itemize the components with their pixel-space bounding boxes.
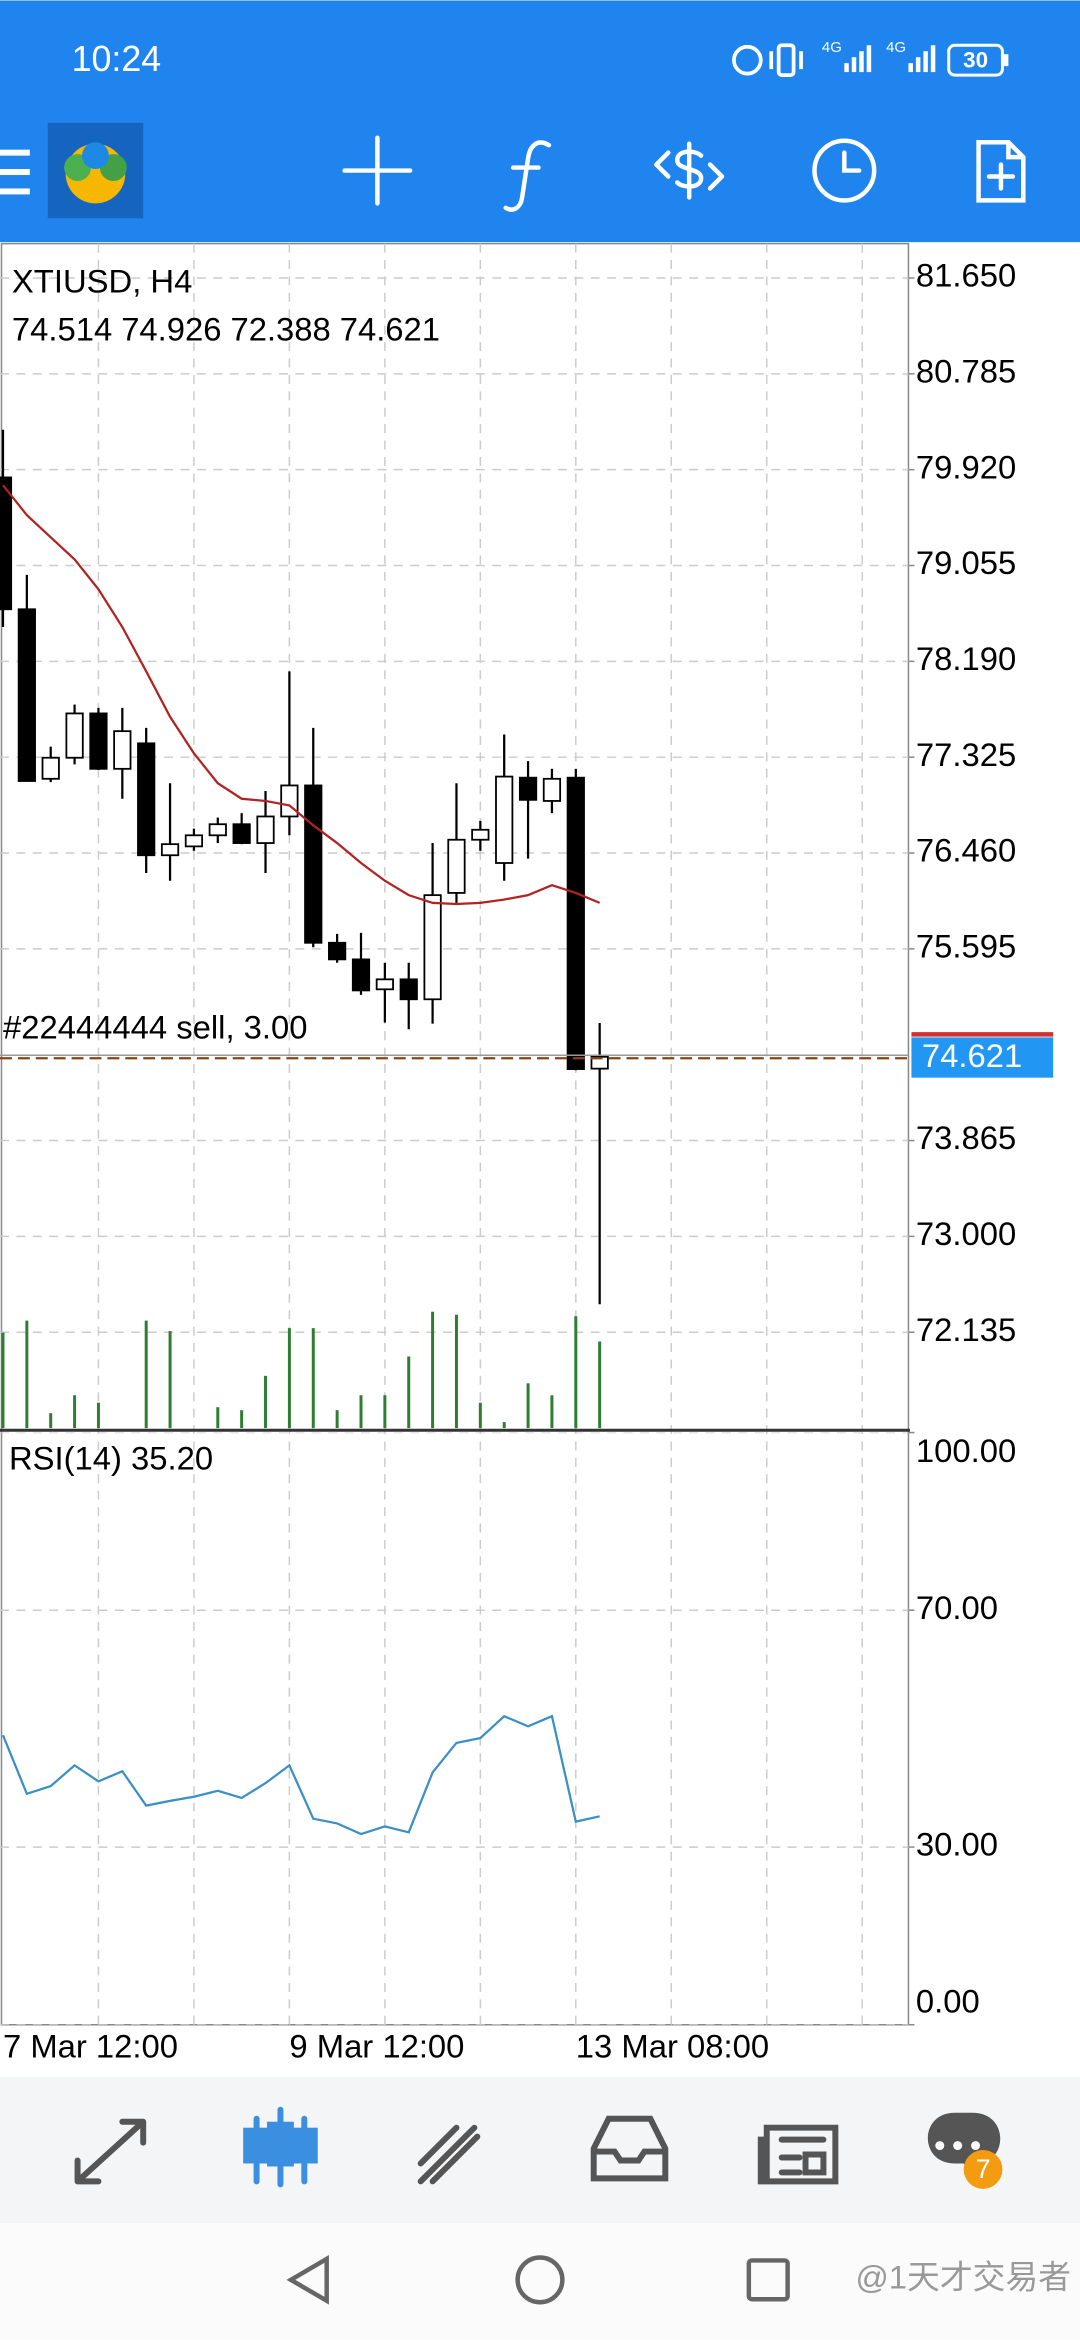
price-panel <box>0 277 909 1429</box>
rsi-title: RSI(14) 35.20 <box>9 1440 213 1477</box>
crosshair-button[interactable] <box>342 135 413 206</box>
candle-body <box>423 894 442 1001</box>
indicators-button[interactable] <box>503 140 552 212</box>
candle-body <box>65 712 84 759</box>
moving-average <box>2 484 601 906</box>
low-readout: 72.388 <box>230 310 330 347</box>
candle-body <box>0 476 13 611</box>
candle-body <box>304 784 323 944</box>
candle-body <box>375 978 394 991</box>
messages-tab[interactable] <box>927 2112 1003 2189</box>
trade-button[interactable] <box>654 141 725 200</box>
x-tick-label: 13 Mar 08:00 <box>576 2027 769 2064</box>
candle-body <box>518 776 538 801</box>
network-label: 4G <box>886 40 906 56</box>
y-tick-label: 30.00 <box>916 1826 998 1863</box>
x-tick-label: 9 Mar 12:00 <box>289 2027 464 2064</box>
rsi-panel <box>0 1432 909 2025</box>
candle-body <box>137 742 156 857</box>
y-tick-label: 100.00 <box>916 1432 1016 1469</box>
home-button[interactable] <box>515 2255 565 2305</box>
order-label: #22444444 sell, 3.00 <box>3 1009 308 1046</box>
trade-tab[interactable] <box>417 2124 481 2185</box>
price-label: 74.621 <box>922 1037 1022 1074</box>
battery-tip <box>1003 54 1009 67</box>
y-tick-label: 79.055 <box>916 544 1016 581</box>
y-tick-label: 72.135 <box>916 1311 1016 1348</box>
candle-body <box>41 756 60 780</box>
candle-body <box>113 730 132 770</box>
app-bar <box>0 0 1080 243</box>
candle-body <box>232 823 251 844</box>
candle-body <box>566 776 585 1070</box>
menu-button[interactable] <box>0 149 30 195</box>
y-tick-label: 75.595 <box>916 928 1016 965</box>
candle-body <box>17 608 36 782</box>
open-readout: 74.514 <box>12 310 112 347</box>
candle-body <box>256 815 275 844</box>
network-label: 4G <box>822 40 842 56</box>
candle-body <box>184 834 204 848</box>
y-tick-label: 76.460 <box>916 832 1016 869</box>
battery-level: 30 <box>963 48 988 73</box>
candle-body <box>471 828 490 841</box>
unread-badge: 7 <box>976 2154 991 2184</box>
y-tick-label: 77.325 <box>916 736 1016 773</box>
quotes-tab[interactable] <box>74 2118 147 2185</box>
chart-tab[interactable] <box>243 2106 318 2188</box>
high-readout: 74.926 <box>121 310 221 347</box>
y-tick-label: 73.000 <box>916 1215 1016 1252</box>
app-logo[interactable] <box>47 122 144 219</box>
ohlc-readout: 74.514 74.926 72.388 74.621 <box>12 310 440 347</box>
axes: 81.650 80.785 79.920 79.055 78.190 77.325 76.4… <box>908 257 1054 2026</box>
candle-body <box>160 843 180 857</box>
symbol-title: XTIUSD, H4 <box>12 263 192 300</box>
signal-bars <box>844 45 936 73</box>
bottom-nav <box>0 2076 1080 2224</box>
x-tick-label: 7 Mar 12:00 <box>3 2027 178 2064</box>
candle-body <box>495 775 514 864</box>
y-tick-label: 79.920 <box>916 448 1016 485</box>
vertical-grid <box>97 243 863 2025</box>
candle-body <box>590 1055 609 1070</box>
history-tab[interactable] <box>590 2115 669 2182</box>
candle-body <box>351 958 371 992</box>
recents-button[interactable] <box>746 2258 790 2302</box>
close-readout: 74.621 <box>340 310 440 347</box>
candle-body <box>447 838 466 894</box>
candle-body <box>280 784 299 818</box>
chart-frame <box>0 242 910 2026</box>
period-button[interactable] <box>812 138 877 203</box>
watermark: @1天才交易者 <box>856 2259 1072 2296</box>
y-tick-label: 73.865 <box>916 1119 1016 1156</box>
new-order-button[interactable] <box>976 139 1026 203</box>
rsi-line <box>1 1714 600 1836</box>
battery <box>947 43 1004 77</box>
system-nav <box>0 2223 1080 2340</box>
candle-body <box>399 978 418 1001</box>
y-tick-label: 0.00 <box>916 1983 980 2020</box>
y-tick-label: 70.00 <box>916 1589 998 1626</box>
clock: 10:24 <box>72 39 162 79</box>
back-button[interactable] <box>286 2255 329 2305</box>
y-tick-label: 81.650 <box>916 257 1016 294</box>
y-tick-label: 78.190 <box>916 640 1016 677</box>
candle-body <box>208 823 227 837</box>
price-label-box <box>911 1037 1054 1078</box>
y-tick-label: 80.785 <box>916 353 1016 390</box>
candle-body <box>542 777 562 802</box>
candle-body <box>328 941 347 961</box>
status-icons <box>732 43 803 77</box>
news-tab[interactable] <box>757 2124 839 2185</box>
candle-body <box>89 712 108 770</box>
